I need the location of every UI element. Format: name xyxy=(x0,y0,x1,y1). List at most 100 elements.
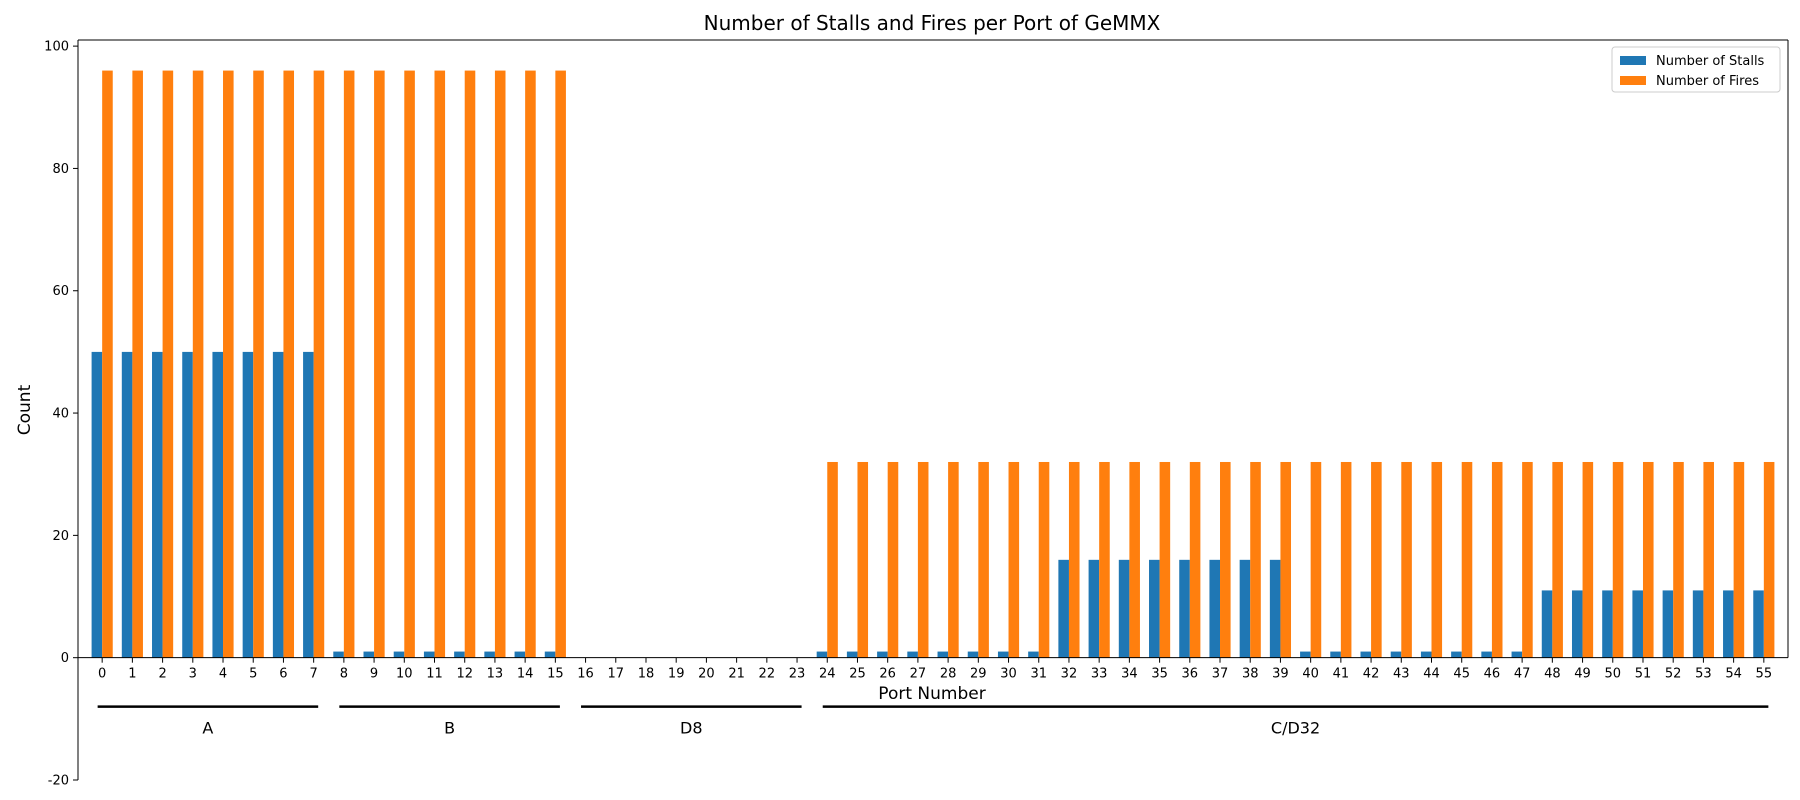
x-tick-label: 11 xyxy=(426,667,443,682)
bar-fires-44 xyxy=(1431,461,1443,658)
bar-fires-46 xyxy=(1491,461,1503,658)
x-tick-label: 15 xyxy=(547,667,564,682)
x-tick-label: 33 xyxy=(1091,667,1108,682)
chart-title: Number of Stalls and Fires per Port of G… xyxy=(704,11,1161,35)
bar-stalls-25 xyxy=(846,651,858,658)
bar-stalls-35 xyxy=(1149,559,1160,658)
x-tick-label: 8 xyxy=(340,667,348,682)
x-tick-label: 2 xyxy=(158,667,166,682)
bar-fires-39 xyxy=(1280,461,1292,658)
x-tick-label: 12 xyxy=(456,667,473,682)
bar-stalls-11 xyxy=(423,651,435,658)
bar-stalls-14 xyxy=(514,651,526,658)
bar-stalls-43 xyxy=(1390,651,1402,658)
legend-label: Number of Stalls xyxy=(1656,54,1765,69)
bar-stalls-9 xyxy=(363,651,375,658)
bar-stalls-13 xyxy=(484,651,495,658)
bar-fires-48 xyxy=(1552,461,1563,658)
x-tick-label: 29 xyxy=(970,667,987,682)
x-tick-label: 35 xyxy=(1151,667,1168,682)
x-tick-label: 50 xyxy=(1604,667,1621,682)
y-tick-label: -20 xyxy=(48,774,69,789)
bar-stalls-53 xyxy=(1692,590,1704,658)
legend-label: Number of Fires xyxy=(1656,74,1759,89)
bar-fires-26 xyxy=(887,461,899,658)
legend-box xyxy=(1611,46,1781,93)
bar-fires-45 xyxy=(1461,461,1473,658)
bar-fires-40 xyxy=(1310,461,1322,658)
x-tick-label: 14 xyxy=(517,667,534,682)
x-tick-label: 39 xyxy=(1272,667,1289,682)
bar-fires-15 xyxy=(555,70,566,658)
bar-fires-43 xyxy=(1401,461,1412,658)
x-tick-label: 36 xyxy=(1182,667,1199,682)
bar-stalls-50 xyxy=(1602,590,1613,658)
x-tick-label: 19 xyxy=(668,667,685,682)
x-tick-label: 27 xyxy=(910,667,927,682)
x-tick-label: 45 xyxy=(1453,667,1470,682)
bar-fires-33 xyxy=(1099,461,1110,658)
bar-stalls-31 xyxy=(1028,651,1039,658)
x-tick-label: 10 xyxy=(396,667,413,682)
bar-stalls-40 xyxy=(1300,651,1311,658)
x-tick-label: 13 xyxy=(487,667,504,682)
x-tick-label: 3 xyxy=(189,667,197,682)
bar-fires-32 xyxy=(1068,461,1080,658)
bar-stalls-28 xyxy=(937,651,949,658)
bar-stalls-24 xyxy=(816,651,828,658)
x-tick-label: 7 xyxy=(310,667,318,682)
bar-fires-2 xyxy=(162,70,174,658)
y-axis-title: Count xyxy=(15,384,35,435)
bar-stalls-5 xyxy=(242,351,254,658)
bar-stalls-15 xyxy=(544,651,556,658)
bar-fires-35 xyxy=(1159,461,1171,658)
x-tick-label: 9 xyxy=(370,667,378,682)
bar-fires-6 xyxy=(283,70,295,658)
x-tick-label: 30 xyxy=(1000,667,1017,682)
x-tick-label: 25 xyxy=(849,667,866,682)
bar-fires-54 xyxy=(1733,461,1745,658)
x-tick-label: 49 xyxy=(1574,667,1591,682)
bar-fires-13 xyxy=(494,70,506,658)
bar-stalls-51 xyxy=(1632,590,1643,658)
bar-fires-7 xyxy=(313,70,325,658)
bar-fires-53 xyxy=(1703,461,1714,658)
group-label: C/D32 xyxy=(1271,719,1320,738)
x-tick-label: 6 xyxy=(279,667,287,682)
x-tick-label: 43 xyxy=(1393,667,1410,682)
y-tick-label: 20 xyxy=(52,529,69,544)
x-tick-label: 23 xyxy=(789,667,806,682)
x-tick-label: 16 xyxy=(577,667,594,682)
legend-swatch-stalls xyxy=(1620,56,1646,65)
x-tick-label: 42 xyxy=(1363,667,1380,682)
x-tick-label: 52 xyxy=(1665,667,1682,682)
bar-fires-0 xyxy=(102,70,113,658)
bar-stalls-8 xyxy=(333,651,344,658)
bar-stalls-12 xyxy=(454,651,465,658)
bar-fires-4 xyxy=(223,70,234,658)
x-tick-label: 41 xyxy=(1333,667,1350,682)
bar-stalls-6 xyxy=(272,351,284,658)
y-tick-label: 100 xyxy=(44,40,69,55)
bar-fires-52 xyxy=(1673,461,1684,658)
bar-stalls-55 xyxy=(1753,590,1764,658)
bar-stalls-29 xyxy=(967,651,979,658)
bar-stalls-3 xyxy=(182,351,193,658)
x-tick-label: 44 xyxy=(1423,667,1440,682)
x-axis-title: Port Number xyxy=(878,684,985,704)
x-tick-label: 40 xyxy=(1302,667,1319,682)
bar-stalls-27 xyxy=(907,651,918,658)
bar-fires-50 xyxy=(1612,461,1624,658)
x-tick-label: 37 xyxy=(1212,667,1229,682)
bar-stalls-1 xyxy=(121,351,133,658)
bar-fires-37 xyxy=(1220,461,1231,658)
bar-stalls-41 xyxy=(1330,651,1341,658)
bar-stalls-48 xyxy=(1541,590,1553,658)
bar-stalls-47 xyxy=(1511,651,1523,658)
bar-stalls-33 xyxy=(1088,559,1100,658)
bar-fires-28 xyxy=(948,461,959,658)
bar-stalls-37 xyxy=(1209,559,1221,658)
x-tick-label: 47 xyxy=(1514,667,1531,682)
bar-fires-10 xyxy=(404,70,415,658)
bar-fires-47 xyxy=(1522,461,1533,658)
